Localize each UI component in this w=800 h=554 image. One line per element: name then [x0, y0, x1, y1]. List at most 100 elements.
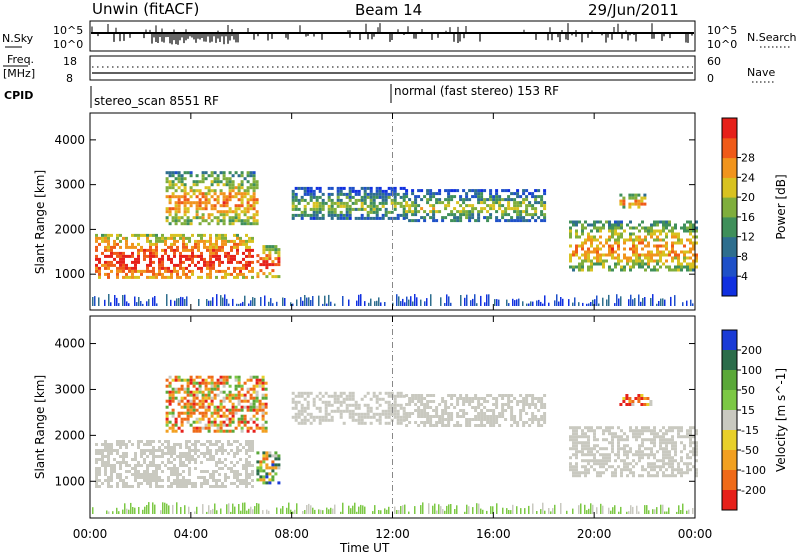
clutter-cell	[434, 503, 436, 514]
echo-cell	[215, 245, 218, 249]
echo-cell	[242, 272, 245, 276]
clutter-cell	[226, 504, 228, 514]
echo-cell	[116, 254, 119, 258]
echo-cell	[119, 260, 122, 264]
echo-cell	[140, 245, 143, 249]
echo-cell	[414, 397, 418, 400]
clutter-cell	[230, 511, 232, 514]
clutter-cell	[464, 297, 466, 306]
echo-cell	[233, 440, 236, 443]
echo-cell	[653, 265, 656, 269]
echo-cell	[194, 239, 197, 243]
echo-cell	[680, 429, 683, 433]
clutter-cell	[414, 294, 416, 306]
echo-cell	[179, 443, 182, 446]
echo-cell	[219, 378, 223, 382]
echo-cell	[201, 393, 205, 397]
clutter-cell	[116, 297, 118, 306]
echo-cell	[122, 482, 125, 485]
echo-cell	[363, 201, 367, 205]
echo-cell	[519, 216, 523, 220]
echo-cell	[277, 454, 281, 458]
echo-cell	[265, 248, 269, 252]
echo-cell	[252, 192, 256, 196]
echo-cell	[587, 247, 590, 251]
echo-cell	[212, 242, 215, 246]
clutter-cell	[602, 505, 604, 514]
echo-cell	[423, 397, 427, 400]
echo-cell	[462, 409, 466, 412]
echo-cell	[225, 408, 229, 412]
echo-cell	[480, 210, 484, 214]
echo-cell	[608, 265, 611, 269]
echo-cell	[405, 210, 409, 214]
echo-cell	[465, 216, 469, 220]
echo-cell	[194, 245, 197, 249]
echo-cell	[486, 400, 490, 403]
echo-cell	[264, 411, 268, 415]
clutter-cell	[380, 510, 382, 514]
echo-cell	[432, 204, 436, 208]
echo-cell	[203, 479, 206, 482]
echo-cell	[183, 378, 187, 382]
echo-cell	[259, 466, 263, 470]
echo-cell	[587, 435, 590, 439]
echo-cell	[200, 239, 203, 243]
clutter-cell	[108, 294, 110, 306]
echo-cell	[495, 219, 499, 223]
echo-cell	[614, 232, 617, 236]
echo-cell	[107, 482, 110, 485]
clutter-cell	[152, 502, 154, 514]
echo-cell	[246, 222, 250, 226]
echo-cell	[656, 471, 659, 475]
y-tick-label: 4000	[54, 133, 85, 147]
echo-cell	[393, 394, 397, 398]
echo-cell	[599, 474, 602, 478]
echo-cell	[474, 415, 478, 418]
echo-cell	[95, 245, 98, 249]
echo-cell	[402, 207, 406, 211]
echo-cell	[227, 251, 230, 255]
echo-cell	[216, 198, 220, 202]
echo-cell	[309, 198, 313, 202]
echo-cell	[180, 405, 184, 409]
echo-cell	[198, 222, 202, 226]
echo-cell	[303, 198, 307, 202]
echo-cell	[659, 256, 662, 260]
echo-cell	[271, 466, 275, 470]
echo-cell	[593, 223, 596, 227]
echo-cell	[168, 171, 172, 175]
echo-cell	[168, 381, 172, 385]
echo-cell	[336, 394, 340, 398]
echo-cell	[351, 415, 355, 419]
echo-cell	[692, 229, 695, 233]
echo-cell	[429, 415, 433, 418]
echo-cell	[638, 238, 641, 242]
echo-cell	[453, 207, 457, 211]
echo-cell	[671, 468, 674, 472]
clutter-cell	[276, 301, 278, 306]
echo-cell	[318, 189, 322, 193]
echo-cell	[510, 409, 514, 412]
echo-cell	[183, 189, 187, 193]
echo-cell	[572, 223, 575, 227]
echo-cell	[203, 443, 206, 446]
echo-cell	[297, 201, 301, 205]
echo-cell	[336, 189, 340, 193]
echo-cell	[605, 220, 608, 224]
echo-cell	[167, 452, 170, 455]
echo-cell	[222, 171, 226, 175]
echo-cell	[207, 426, 211, 430]
echo-cell	[330, 204, 334, 208]
echo-cell	[468, 397, 472, 400]
echo-cell	[216, 195, 220, 199]
echo-cell	[149, 251, 152, 255]
echo-cell	[192, 381, 196, 385]
clutter-cell	[170, 299, 172, 306]
echo-cell	[137, 446, 140, 449]
echo-cell	[634, 397, 638, 400]
echo-cell	[647, 226, 650, 230]
echo-cell	[188, 470, 191, 473]
echo-cell	[596, 247, 599, 251]
echo-cell	[107, 266, 110, 270]
